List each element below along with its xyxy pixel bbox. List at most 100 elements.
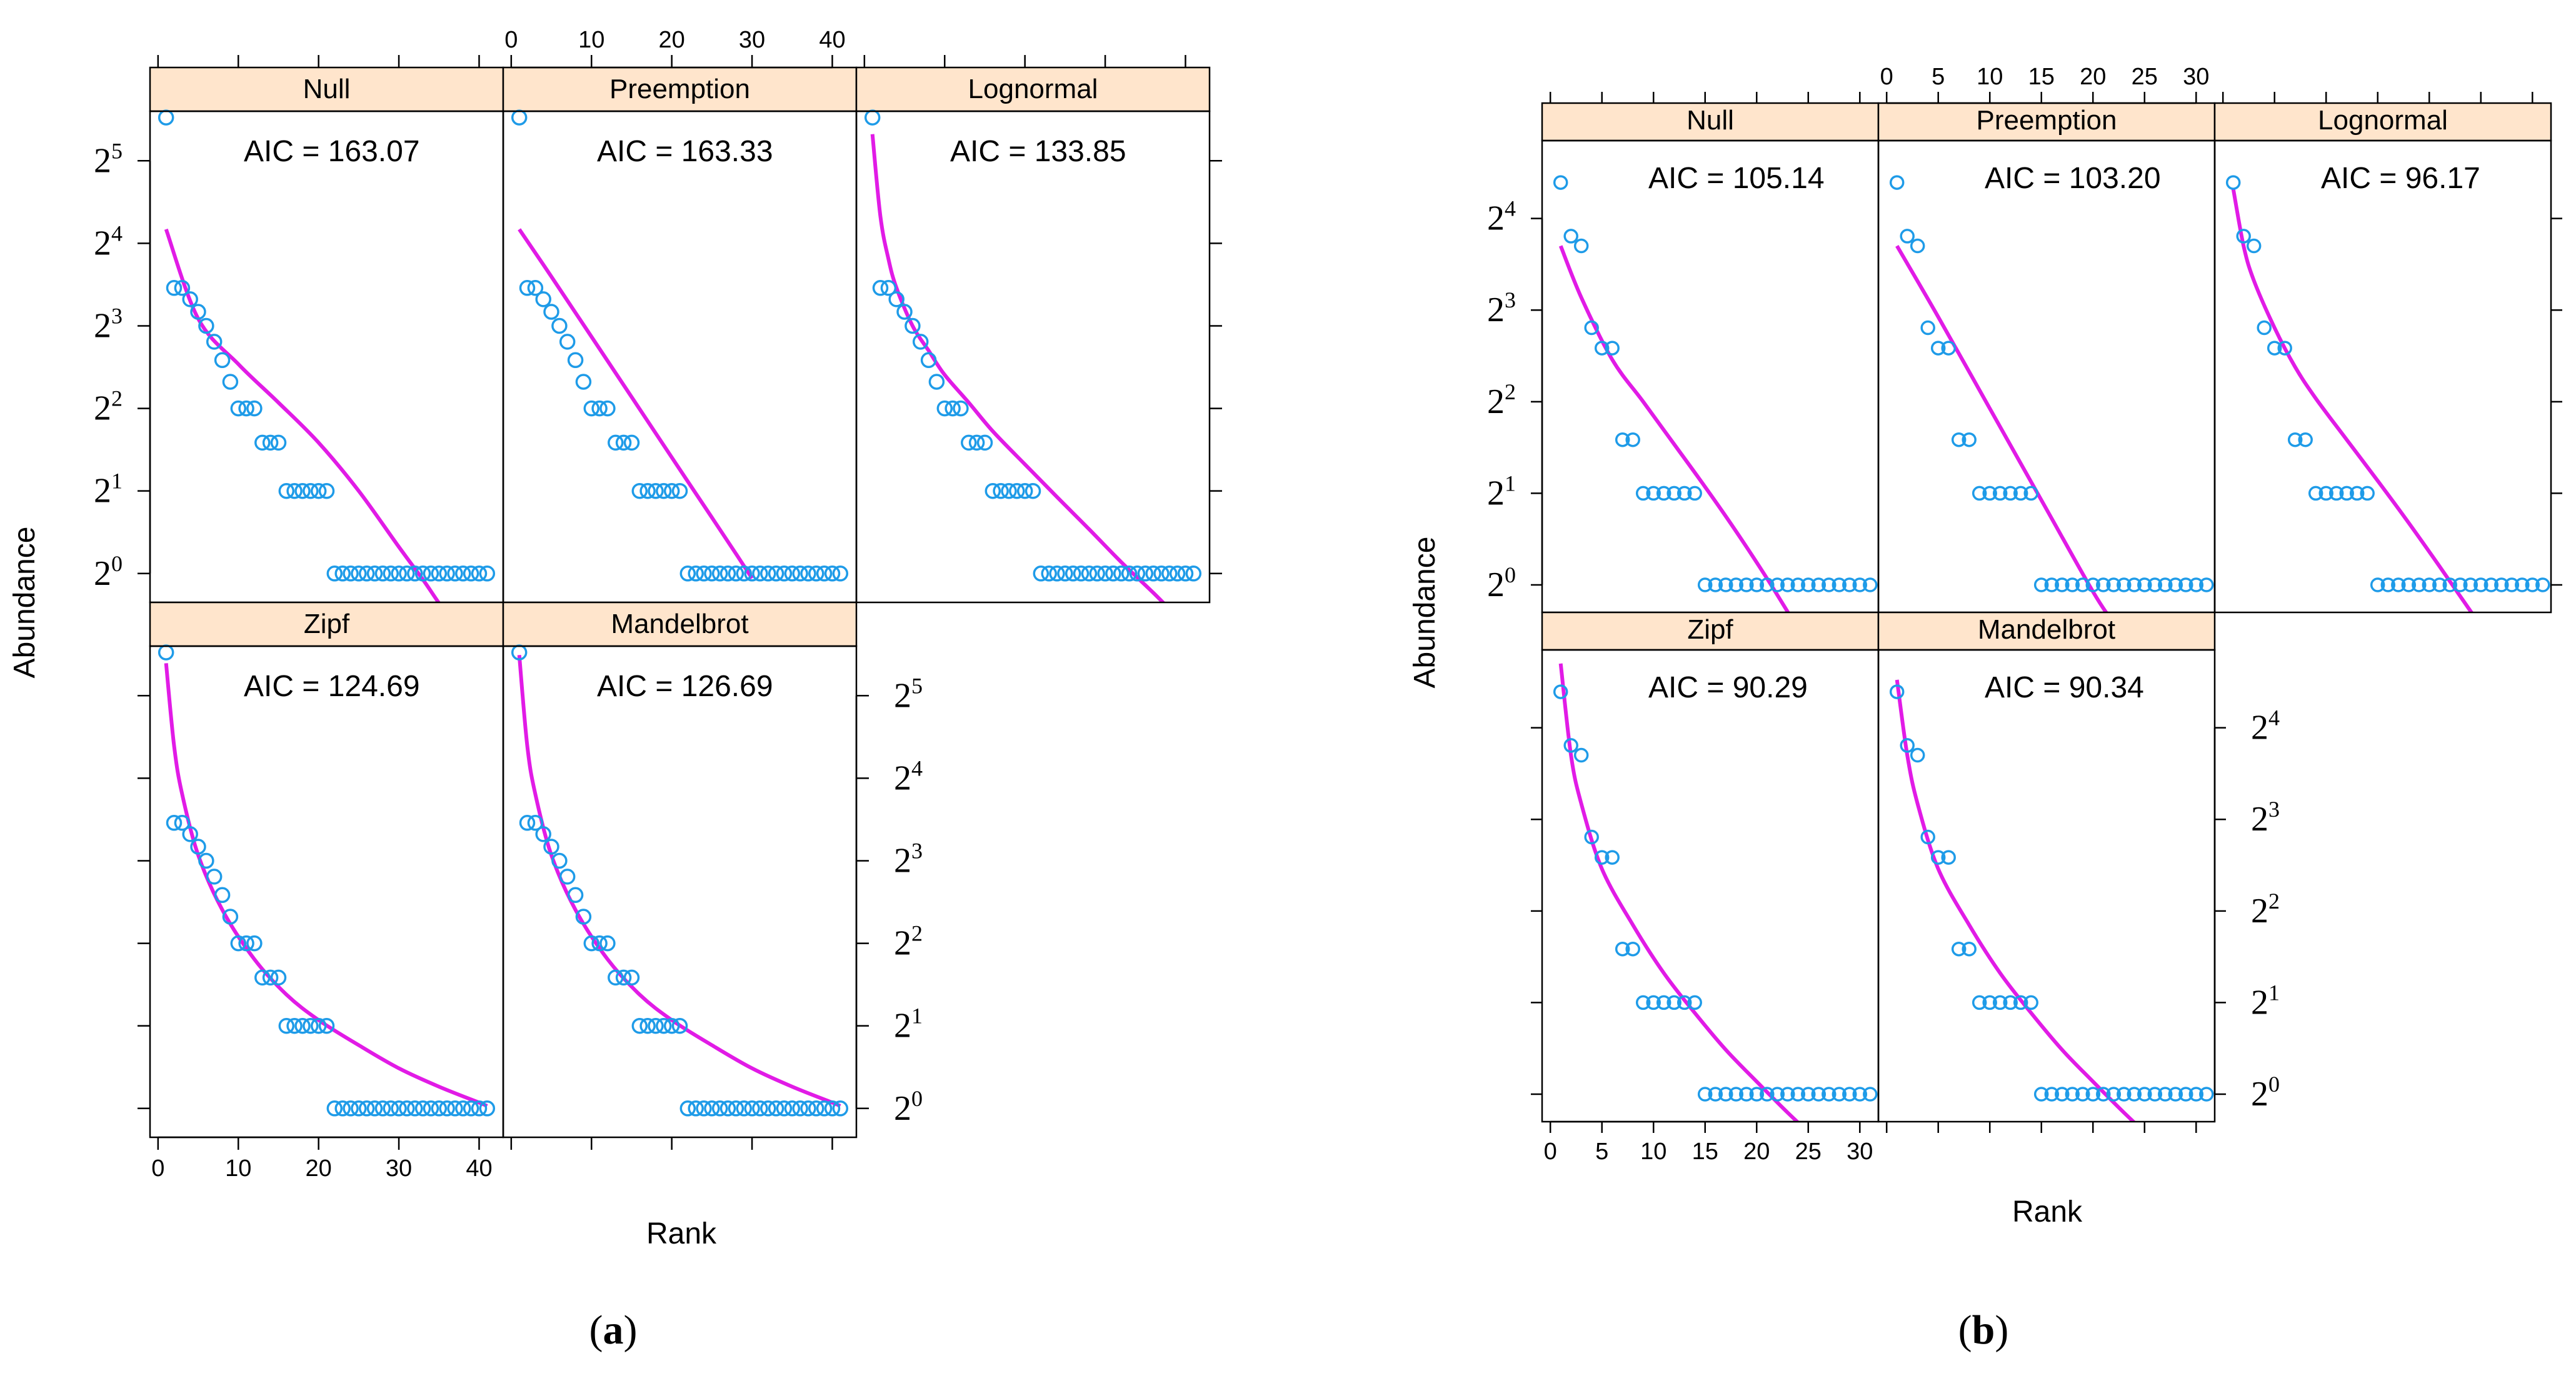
aic-label-zipf: AIC = 124.69 [244,670,420,703]
data-point [1121,566,1138,582]
panel-preemption: Preemption AIC = 103.20 [1877,102,2216,614]
data-point [334,566,351,582]
data-point [198,852,214,869]
fit-curve-null [164,228,441,602]
data-point [1615,941,1630,957]
strip-label-null: Null [1686,105,1734,136]
strip-null [1541,102,1880,142]
data-point [374,566,391,582]
strip-zipf [149,601,504,647]
data-point [2033,1087,2049,1102]
data-point [663,482,680,499]
x-tick-label: 20 [659,27,685,53]
x-tick-label: 25 [1795,1139,1822,1165]
data-point [639,1017,656,1034]
x-ticks-top-lognormal [863,55,1186,67]
y-axis-right: 20 21 22 23 24 [2213,705,2280,1114]
x-axis-bottom: 0 5 10 15 20 25 30 [1544,1120,1873,1165]
data-point [1760,1087,1775,1102]
data-point [206,334,223,350]
strip-mandelbrot [502,601,858,647]
data-point [2003,995,2018,1010]
data-point [2147,577,2163,592]
data-point [2225,175,2241,190]
data-point [391,566,407,582]
data-point [567,352,584,369]
data-point [166,815,183,831]
strip-lognormal [855,66,1211,112]
data-point [2473,577,2488,592]
data-point [1863,1087,1878,1102]
data-point [1972,995,1987,1010]
data-point [2158,1087,2173,1102]
fit-curve-zipf [1558,663,1800,1122]
x-tick-label: 30 [386,1155,412,1182]
data-point [2013,995,2028,1010]
data-point [744,1100,760,1117]
data-point [399,566,415,582]
data-point [1573,238,1589,254]
data-point [166,280,183,296]
data-point [728,566,744,582]
data-point [182,291,198,307]
y-axis-left: 20 21 22 23 24 [1487,196,1543,604]
data-point [2298,432,2313,447]
data-point [816,566,833,582]
data-point [976,434,993,451]
data-point [511,109,528,126]
data-point [318,482,335,499]
data-point [551,852,568,869]
data-point [1177,566,1194,582]
strip-label-mandelbrot: Mandelbrot [611,609,748,639]
data-point [1676,486,1692,501]
data-point [968,434,985,451]
y-tick-label: 22 [1487,379,1516,421]
data-point [752,1100,768,1117]
data-point [711,1100,728,1117]
data-point [591,935,608,952]
data-point [519,815,536,831]
x-ticks-bottom-right [510,1137,833,1150]
data-point [1573,747,1589,763]
data-point [158,644,174,661]
data-point [2065,577,2080,592]
data-point [824,1100,841,1117]
data-point [326,566,343,582]
data-point [455,566,471,582]
data-point [1001,482,1017,499]
y-tick-label: 24 [2251,705,2280,747]
y-axis-right: 20 21 22 23 24 25 [855,673,923,1128]
panel-frame-mandelbrot [502,645,858,1139]
data-point [2360,486,2375,501]
data-point [711,566,728,582]
data-point [608,434,624,451]
data-point [334,1100,351,1117]
data-point [2188,577,2204,592]
data-point [479,1100,496,1117]
data-point [2127,577,2142,592]
data-point [1811,577,1827,592]
data-point [238,400,254,417]
data-point [671,1017,688,1034]
data-point [1739,1087,1754,1102]
data-point [688,1100,704,1117]
data-point [1718,1087,1733,1102]
data-point [286,482,303,499]
data-point [760,1100,776,1117]
x-tick-label: 25 [2132,64,2158,90]
data-point [2453,577,2468,592]
data-point [2525,577,2540,592]
data-point [2033,577,2049,592]
data-point [527,280,544,296]
data-point [383,1100,399,1117]
data-point [1992,995,2008,1010]
data-point [246,935,263,952]
data-point [399,1100,415,1117]
data-point [1584,829,1599,845]
data-point [2085,1087,2101,1102]
data-point [599,935,616,952]
data-point [2065,1087,2080,1102]
y-tick-label: 21 [894,1004,923,1045]
data-point [343,1100,359,1117]
data-point [407,566,423,582]
